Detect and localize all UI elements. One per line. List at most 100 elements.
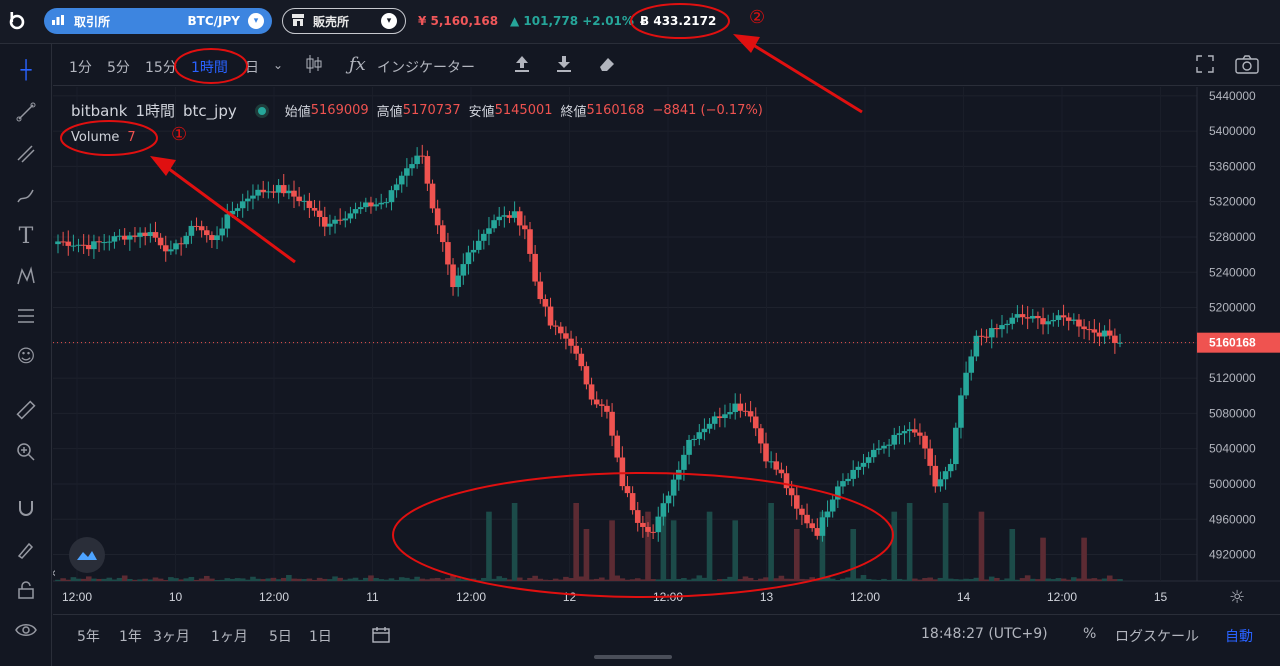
settings-gear-icon[interactable]: ☼: [1229, 587, 1245, 608]
candle-body: [927, 448, 933, 466]
interval-1h[interactable]: 1時間: [191, 60, 228, 76]
candle-body: [840, 481, 846, 487]
volume-bar: [814, 579, 821, 581]
volume-bar: [947, 578, 954, 581]
range-3m[interactable]: 3ヶ月: [153, 629, 190, 645]
range-5y[interactable]: 5年: [77, 629, 100, 645]
volume-bar: [475, 579, 482, 581]
eraser-icon[interactable]: [597, 54, 617, 79]
volume-bar: [804, 579, 810, 581]
text-tool-icon[interactable]: T: [18, 223, 34, 249]
candle-body: [624, 486, 631, 494]
fib-tool-icon[interactable]: [12, 140, 40, 168]
volume-bar: [173, 578, 179, 581]
range-1y[interactable]: 1年: [119, 629, 142, 645]
ruler-icon[interactable]: [12, 396, 40, 424]
candle-body: [234, 208, 241, 211]
candle-body: [634, 510, 641, 523]
chevron-down-icon[interactable]: ▾: [248, 13, 264, 29]
percent-toggle[interactable]: %: [1083, 626, 1097, 642]
candle-body: [229, 210, 236, 215]
range-1d[interactable]: 1日: [309, 629, 332, 645]
tradingview-logo-icon[interactable]: [69, 537, 105, 573]
zoom-in-icon[interactable]: [12, 438, 40, 466]
interval-day[interactable]: 日: [245, 60, 259, 76]
y-tick-label: 5000000: [1209, 477, 1256, 491]
candlestick-chart[interactable]: 5440000 5400000 5360000 5320000 5280000 52400…: [53, 87, 1280, 614]
candle-body: [865, 457, 872, 463]
interval-5m[interactable]: 5分: [107, 60, 130, 76]
shop-selector[interactable]: 販売所 ▾: [282, 8, 406, 34]
calendar-icon[interactable]: [371, 626, 391, 648]
candle-style-icon[interactable]: [305, 54, 323, 79]
volume-bar: [593, 578, 600, 581]
volume-bar: [968, 579, 975, 581]
download-icon[interactable]: [555, 54, 573, 79]
trend-line-icon[interactable]: [12, 98, 40, 126]
candle-body: [542, 299, 549, 307]
candle-body: [891, 434, 898, 445]
candle-body: [983, 336, 990, 338]
indicator-button[interactable]: インジケーター: [377, 60, 475, 76]
volume-bar: [973, 577, 980, 581]
chevron-down-icon[interactable]: ⌄: [273, 58, 284, 72]
chevron-down-icon[interactable]: ▾: [381, 13, 397, 29]
lock-drawing-icon[interactable]: [12, 536, 40, 564]
function-icon[interactable]: ƒx: [349, 54, 366, 75]
volume-bar: [198, 578, 205, 581]
price-chart[interactable]: 5440000 5400000 5360000 5320000 5280000 52400…: [53, 7, 1280, 614]
volume-bar: [96, 578, 102, 581]
prediction-tool-icon[interactable]: [12, 302, 40, 330]
upload-icon[interactable]: [513, 54, 531, 79]
candle-body: [1024, 317, 1031, 319]
candle-body: [1101, 330, 1108, 337]
volume-bar: [347, 578, 354, 581]
fullscreen-icon[interactable]: [1195, 54, 1215, 79]
volume-bar: [640, 579, 646, 581]
volume-bar: [547, 579, 554, 581]
volume-bar: [357, 579, 364, 581]
y-tick-label: 5200000: [1209, 301, 1256, 315]
crosshair-icon[interactable]: ┼: [20, 59, 32, 81]
volume-bar: [214, 580, 220, 581]
candle-body: [850, 469, 857, 479]
exchange-label: 取引所: [74, 14, 111, 29]
range-5d[interactable]: 5日: [269, 629, 292, 645]
volume-bar: [845, 577, 851, 581]
candle-body: [681, 454, 687, 470]
candle-body: [168, 249, 174, 252]
candle-body: [732, 403, 739, 413]
brush-icon[interactable]: [12, 182, 40, 210]
camera-icon[interactable]: [1235, 54, 1259, 79]
eye-icon[interactable]: [12, 616, 40, 644]
candle-body: [414, 155, 420, 165]
smiley-icon[interactable]: ☺: [16, 345, 36, 367]
bitbank-logo-icon[interactable]: [6, 10, 28, 32]
volume-bar: [958, 579, 964, 581]
log-scale-toggle[interactable]: ログスケール: [1115, 629, 1199, 645]
volume-bar: [911, 578, 918, 581]
volume-bar: [727, 576, 733, 581]
legend-exchange: bitbank: [71, 101, 128, 120]
volume-bar: [717, 579, 723, 581]
range-1m[interactable]: 1ヶ月: [211, 629, 248, 645]
magnet-icon[interactable]: [12, 494, 40, 522]
candle-body: [142, 232, 149, 237]
chevron-left-icon[interactable]: ‹: [53, 566, 56, 581]
candle-body: [378, 202, 385, 205]
volume-bar: [260, 579, 267, 581]
candle-body: [953, 427, 959, 465]
interval-1m[interactable]: 1分: [69, 60, 92, 76]
scroll-thumb[interactable]: [594, 655, 672, 659]
interval-15m[interactable]: 15分: [145, 60, 177, 76]
auto-scale-toggle[interactable]: 自動: [1225, 629, 1253, 645]
unlock-icon[interactable]: [12, 576, 40, 604]
volume-bar: [373, 578, 379, 581]
volume-bar: [378, 579, 385, 581]
candle-body: [152, 232, 159, 238]
volume-bar: [742, 576, 749, 581]
volume-bar: [137, 579, 143, 581]
exchange-pair-selector[interactable]: 取引所 BTC/JPY ▾: [44, 8, 272, 34]
candle-body: [942, 471, 949, 480]
pattern-tool-icon[interactable]: [12, 262, 40, 290]
